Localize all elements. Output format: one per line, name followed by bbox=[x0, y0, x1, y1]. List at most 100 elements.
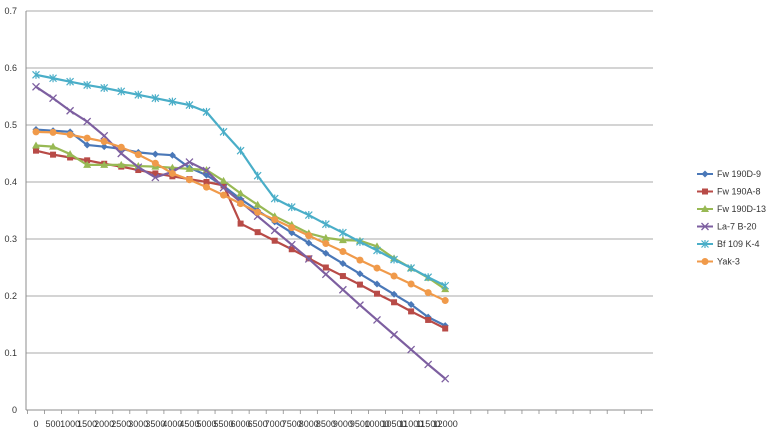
data-point bbox=[100, 83, 109, 92]
x-tick-label: 3000 bbox=[128, 419, 148, 429]
data-point bbox=[339, 248, 347, 256]
data-point bbox=[271, 237, 278, 244]
data-point bbox=[203, 183, 210, 191]
y-tick-label: 0 bbox=[12, 405, 17, 415]
data-point bbox=[117, 87, 126, 96]
data-point bbox=[237, 220, 244, 227]
data-point bbox=[424, 360, 433, 369]
legend-marker bbox=[702, 188, 708, 195]
x-tick-label: 4500 bbox=[179, 419, 199, 429]
data-point bbox=[134, 163, 143, 172]
data-point bbox=[117, 143, 125, 151]
data-point bbox=[151, 173, 160, 182]
data-point bbox=[407, 280, 415, 288]
y-tick-label: 0.7 bbox=[4, 6, 17, 16]
data-point bbox=[50, 151, 57, 158]
data-point bbox=[219, 127, 228, 136]
data-point bbox=[32, 141, 40, 149]
data-point bbox=[253, 200, 262, 208]
data-point bbox=[321, 270, 330, 279]
data-point bbox=[424, 273, 433, 282]
data-point bbox=[287, 203, 296, 212]
legend-label: Yak-3 bbox=[717, 257, 740, 267]
data-point bbox=[202, 107, 211, 116]
data-point bbox=[356, 281, 363, 288]
data-point bbox=[49, 128, 57, 136]
data-point bbox=[185, 101, 194, 110]
data-point bbox=[117, 160, 126, 168]
data-point bbox=[374, 290, 380, 297]
data-point bbox=[390, 272, 398, 280]
data-point bbox=[83, 141, 91, 149]
legend-label: Fw 190A-8 bbox=[717, 187, 761, 197]
data-point bbox=[32, 128, 40, 136]
data-point bbox=[339, 260, 347, 268]
x-tick-label: 6500 bbox=[248, 419, 268, 429]
data-point bbox=[100, 160, 109, 168]
x-tick-label: 9500 bbox=[350, 419, 370, 429]
data-point bbox=[83, 160, 92, 168]
data-point bbox=[391, 299, 398, 306]
data-point bbox=[338, 285, 347, 294]
data-point bbox=[424, 289, 432, 297]
data-point bbox=[253, 171, 262, 180]
data-point bbox=[407, 345, 416, 354]
data-point bbox=[168, 169, 176, 177]
data-point bbox=[305, 232, 313, 240]
x-tick-label: 500 bbox=[46, 419, 61, 429]
data-point bbox=[390, 290, 398, 298]
x-tick-label: 8000 bbox=[299, 419, 319, 429]
data-point bbox=[425, 316, 432, 323]
legend-marker bbox=[701, 240, 709, 248]
data-point bbox=[151, 159, 159, 167]
x-tick-label: 10500 bbox=[382, 419, 407, 429]
data-point bbox=[49, 94, 58, 103]
data-point bbox=[66, 150, 75, 158]
data-point bbox=[32, 70, 40, 79]
x-tick-label: 11000 bbox=[399, 419, 423, 429]
x-tick-label: 2000 bbox=[94, 419, 114, 429]
y-tick-label: 0.6 bbox=[4, 63, 17, 73]
x-tick-label: 3500 bbox=[145, 419, 165, 429]
y-tick-label: 0.3 bbox=[4, 234, 17, 244]
data-point bbox=[304, 211, 313, 220]
x-tick-label: 4000 bbox=[162, 419, 182, 429]
data-point bbox=[203, 179, 210, 185]
data-point bbox=[322, 264, 329, 271]
legend-entry: Fw 190D-13 bbox=[697, 204, 766, 214]
data-point bbox=[355, 301, 364, 310]
data-point bbox=[288, 224, 296, 232]
data-point bbox=[237, 200, 245, 208]
data-point bbox=[390, 255, 398, 264]
x-tick-label: 5500 bbox=[214, 419, 234, 429]
x-tick-label: 11500 bbox=[416, 419, 440, 429]
data-point bbox=[220, 191, 228, 199]
data-point bbox=[254, 229, 261, 236]
legend-entry: Fw 190D-9 bbox=[697, 169, 761, 179]
legend-marker bbox=[701, 205, 709, 212]
data-point bbox=[66, 106, 75, 115]
data-point bbox=[321, 220, 330, 229]
data-point bbox=[254, 208, 262, 216]
data-point bbox=[134, 90, 143, 99]
data-point bbox=[49, 74, 57, 83]
data-point bbox=[185, 158, 194, 167]
data-point bbox=[117, 149, 126, 158]
data-point bbox=[373, 315, 381, 324]
data-point bbox=[270, 194, 279, 203]
y-tick-label: 0.5 bbox=[4, 120, 17, 130]
data-point bbox=[304, 254, 313, 263]
data-point bbox=[407, 264, 416, 273]
data-point bbox=[152, 170, 159, 177]
legend-marker bbox=[701, 170, 709, 178]
legend-marker bbox=[701, 258, 709, 265]
data-point bbox=[408, 308, 415, 315]
legend-label: Fw 190D-9 bbox=[717, 169, 761, 179]
data-point bbox=[220, 182, 227, 189]
x-tick-label: 1000 bbox=[60, 419, 80, 429]
data-point bbox=[100, 143, 108, 151]
data-point bbox=[322, 240, 330, 248]
x-tick-label: 2500 bbox=[111, 419, 131, 429]
data-point bbox=[66, 77, 75, 86]
